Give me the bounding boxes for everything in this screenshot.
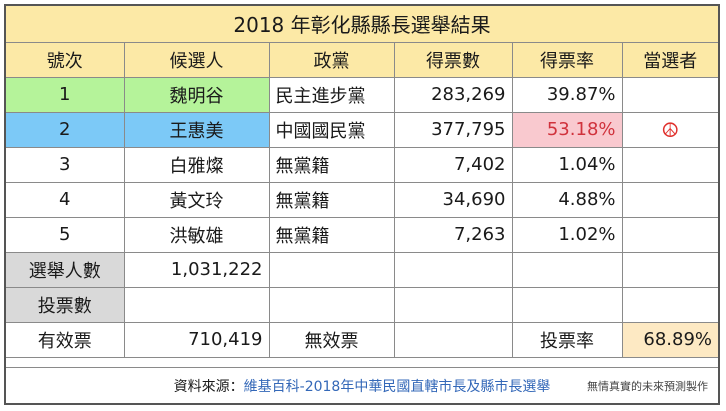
valid-label: 有效票 [6,321,125,358]
candidate-number: 3 [6,146,125,183]
candidate-votes: 7,263 [393,216,513,253]
table-row: 4 黃文玲 無黨籍 34,690 4.88% [6,181,719,218]
summary-row-electorate: 選舉人數 1,031,222 [6,251,719,288]
elected-cell [621,181,719,218]
electorate-value: 1,031,222 [123,251,270,288]
candidate-percent: 1.02% [511,216,623,253]
credit-note: 無情真實的未來預測製作 [587,379,708,393]
header-number: 號次 [6,41,125,78]
candidate-percent: 1.04% [511,146,623,183]
invalid-value [393,321,513,358]
candidate-name: 魏明谷 [123,76,270,113]
candidate-party: 無黨籍 [268,181,395,218]
candidate-percent: 4.88% [511,181,623,218]
turnout-value: 68.89% [621,321,719,358]
candidate-number: 1 [6,76,125,113]
table-row: 1 魏明谷 民主進步黨 283,269 39.87% [6,76,719,113]
header-row: 號次 候選人 政黨 得票數 得票率 當選者 [6,41,719,78]
elected-cell [621,76,719,113]
turnout-label: 投票率 [511,321,623,358]
source-label: 資料來源： [173,378,244,395]
candidate-party: 中國國民黨 [268,111,395,148]
table-row: 3 白雅燦 無黨籍 7,402 1.04% [6,146,719,183]
header-elected: 當選者 [621,41,719,78]
candidate-party: 民主進步黨 [268,76,395,113]
candidate-percent: 39.87% [511,76,623,113]
summary-row-valid: 有效票 710,419 無效票 投票率 68.89% [6,321,719,358]
source-footer: 資料來源： 維基百科-2018年中華民國直轄市長及縣市長選舉 無情真實的未來預測… [6,367,718,403]
results-table: 2018 年彰化縣縣長選舉結果 號次 候選人 政黨 得票數 得票率 當選者 1 … [6,6,719,358]
candidate-name: 王惠美 [123,111,270,148]
summary-row-ballots: 投票數 [6,286,719,323]
candidate-votes: 34,690 [393,181,513,218]
candidate-number: 4 [6,181,125,218]
elected-cell: ☮ [621,111,719,148]
candidate-votes: 377,795 [393,111,513,148]
elected-stamp-icon: ☮ [661,117,680,142]
header-candidate: 候選人 [123,41,270,78]
elected-cell [621,216,719,253]
table-row: 5 洪敏雄 無黨籍 7,263 1.02% [6,216,719,253]
candidate-votes: 7,402 [393,146,513,183]
invalid-label: 無效票 [268,321,395,358]
candidate-party: 無黨籍 [268,146,395,183]
header-party: 政黨 [268,41,395,78]
table-row: 2 王惠美 中國國民黨 377,795 53.18% ☮ [6,111,719,148]
candidate-party: 無黨籍 [268,216,395,253]
candidate-votes: 283,269 [393,76,513,113]
candidate-name: 黃文玲 [123,181,270,218]
header-votes: 得票數 [393,41,513,78]
candidate-number: 2 [6,111,125,148]
ballots-value [123,286,270,323]
header-percent: 得票率 [511,41,623,78]
candidate-name: 洪敏雄 [123,216,270,253]
candidate-name: 白雅燦 [123,146,270,183]
candidate-percent: 53.18% [511,111,623,148]
source-link[interactable]: 維基百科-2018年中華民國直轄市長及縣市長選舉 [243,378,551,395]
elected-cell [621,146,719,183]
candidate-number: 5 [6,216,125,253]
ballots-label: 投票數 [6,286,125,323]
electorate-label: 選舉人數 [6,251,125,288]
valid-value: 710,419 [123,321,270,358]
page-title: 2018 年彰化縣縣長選舉結果 [6,6,719,43]
results-panel: 2018 年彰化縣縣長選舉結果 號次 候選人 政黨 得票數 得票率 當選者 1 … [4,4,720,405]
